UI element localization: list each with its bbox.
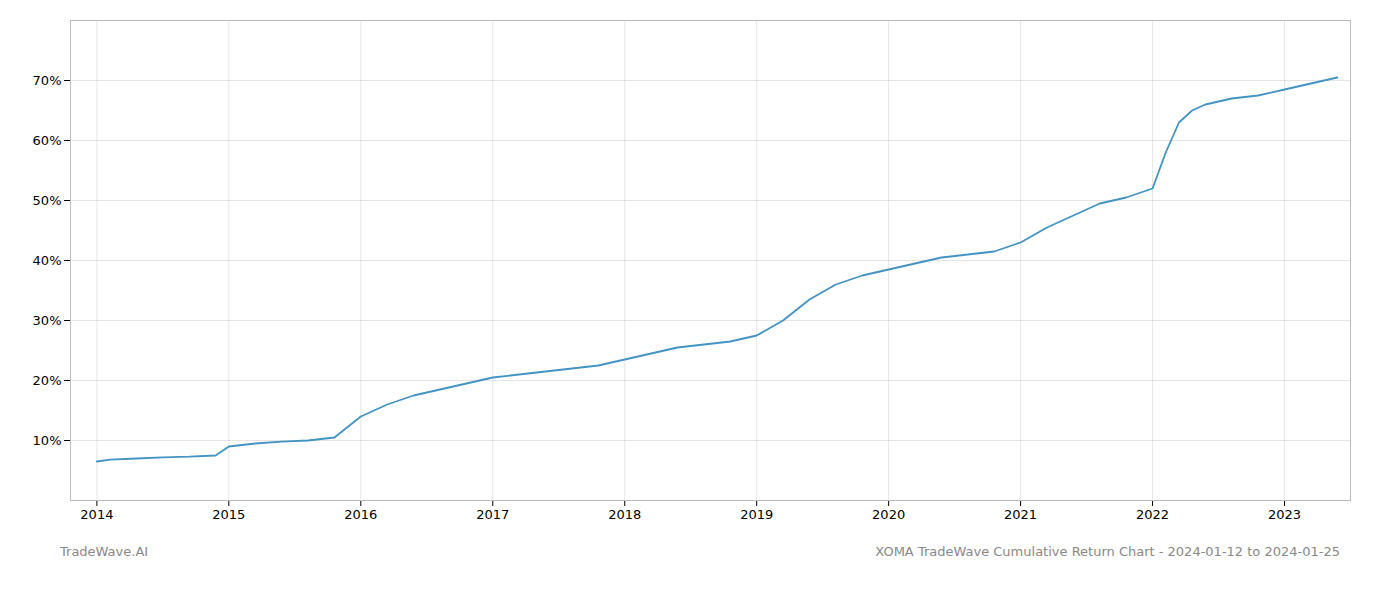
svg-text:70%: 70%: [33, 73, 62, 88]
svg-text:60%: 60%: [33, 133, 62, 148]
html-text:TradeWave.AI: TradeWave.AI: [60, 544, 149, 559]
svg-text:2020: 2020: [872, 507, 905, 522]
svg-text:2019: 2019: [740, 507, 773, 522]
svg-text:2021: 2021: [1004, 507, 1037, 522]
svg-text:40%: 40%: [33, 253, 62, 268]
svg-text:20%: 20%: [33, 373, 62, 388]
svg-text:2015: 2015: [212, 507, 245, 522]
svg-text:2022: 2022: [1136, 507, 1169, 522]
svg-text:2014: 2014: [80, 507, 113, 522]
svg-text:2016: 2016: [344, 507, 377, 522]
svg-text:2017: 2017: [476, 507, 509, 522]
svg-text:10%: 10%: [33, 433, 62, 448]
html-text:XOMA TradeWave Cumulative Retu: XOMA TradeWave Cumulative Return Chart -…: [875, 544, 1340, 559]
svg-text:30%: 30%: [33, 313, 62, 328]
svg-text:2018: 2018: [608, 507, 641, 522]
svg-text:50%: 50%: [33, 193, 62, 208]
svg-text:2023: 2023: [1268, 507, 1301, 522]
